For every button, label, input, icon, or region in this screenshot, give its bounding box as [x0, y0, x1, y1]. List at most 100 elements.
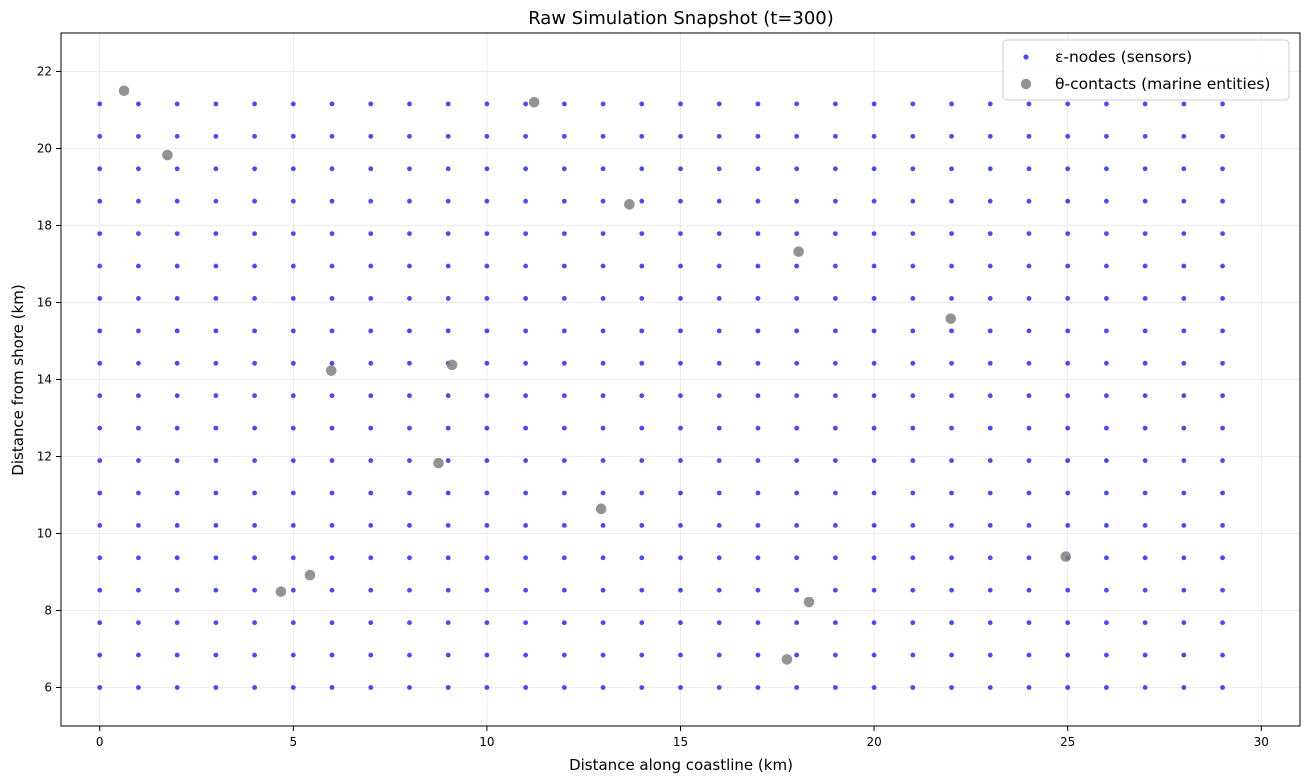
sensor-node-point — [987, 231, 993, 237]
sensor-node-point — [174, 166, 180, 172]
sensor-node-point — [794, 263, 800, 269]
sensor-node-point — [561, 360, 567, 366]
sensor-node-point — [1181, 198, 1187, 204]
sensor-node-point — [910, 198, 916, 204]
sensor-node-point — [329, 652, 335, 658]
sensor-node-point — [1026, 263, 1032, 269]
sensor-node-point — [329, 166, 335, 172]
sensor-node-point — [445, 263, 451, 269]
sensor-node-point — [949, 133, 954, 139]
x-tick-label: 30 — [1254, 735, 1269, 749]
sensor-node-point — [213, 555, 219, 561]
sensor-node-point — [600, 652, 606, 658]
sensor-node-point — [987, 263, 993, 269]
sensor-node-point — [1142, 231, 1148, 237]
sensor-node-point — [136, 425, 141, 431]
sensor-node-point — [445, 393, 451, 399]
sensor-node-point — [252, 652, 257, 658]
sensor-node-point — [561, 620, 567, 626]
sensor-node-point — [1181, 555, 1187, 561]
sensor-node-point — [368, 685, 374, 690]
x-tick-label: 20 — [866, 735, 881, 749]
sensor-node-point — [213, 328, 219, 334]
sensor-node-point — [600, 296, 606, 301]
sensor-node-point — [174, 296, 180, 301]
sensor-node-point — [329, 231, 335, 237]
sensor-node-point — [484, 198, 490, 204]
sensor-node-point — [678, 490, 683, 496]
sensor-node-point — [755, 652, 761, 658]
contact-point — [803, 596, 815, 608]
sensor-node-point — [949, 458, 954, 463]
sensor-node-point — [1026, 166, 1032, 172]
x-tick-label: 10 — [479, 735, 494, 749]
sensor-node-point — [1181, 328, 1187, 334]
sensor-node-point — [639, 296, 645, 301]
sensor-node-point — [368, 425, 374, 431]
sensor-node-point — [1142, 296, 1148, 301]
sensor-node-point — [910, 555, 916, 561]
sensor-node-point — [716, 652, 722, 658]
sensor-node-point — [949, 425, 954, 431]
sensor-node-point — [639, 490, 645, 496]
sensor-node-point — [174, 133, 180, 139]
sensor-node-point — [252, 296, 257, 301]
sensor-node-point — [136, 555, 141, 561]
sensor-node-point — [639, 522, 645, 528]
sensor-node-point — [368, 360, 374, 366]
sensor-node-point — [755, 231, 761, 237]
sensor-node-point — [600, 685, 606, 690]
sensor-node-point — [794, 231, 800, 237]
sensor-node-point — [329, 296, 335, 301]
sensor-node-point — [136, 198, 141, 204]
sensor-node-point — [794, 166, 800, 172]
sensor-node-point — [523, 296, 529, 301]
sensor-node-point — [639, 652, 645, 658]
sensor-node-point — [290, 587, 296, 593]
sensor-node-point — [1181, 393, 1187, 399]
sensor-node-point — [174, 685, 180, 690]
sensor-node-point — [910, 393, 916, 399]
sensor-node-point — [252, 685, 257, 690]
sensor-node-point — [1104, 296, 1109, 301]
x-axis-title: Distance along coastline (km) — [569, 756, 793, 774]
sensor-node-point — [716, 198, 722, 204]
sensor-node-point — [832, 425, 838, 431]
sensor-node-point — [174, 198, 180, 204]
sensor-node-point — [368, 296, 374, 301]
sensor-node-point — [407, 458, 412, 463]
sensor-node-point — [1065, 458, 1071, 463]
sensor-node-point — [523, 101, 529, 107]
sensor-node-point — [1142, 425, 1148, 431]
sensor-node-point — [794, 587, 800, 593]
sensor-node-point — [832, 620, 838, 626]
sensor-node-point — [136, 490, 141, 496]
sensor-node-point — [1065, 101, 1071, 107]
sensor-node-point — [484, 166, 490, 172]
sensor-node-point — [445, 587, 451, 593]
sensor-node-point — [871, 263, 877, 269]
sensor-node-point — [368, 166, 374, 172]
sensor-node-point — [1142, 101, 1148, 107]
sensor-node-point — [1142, 522, 1148, 528]
sensor-node-point — [1181, 685, 1187, 690]
contact-point — [945, 313, 957, 324]
sensor-node-point — [1104, 231, 1109, 237]
sensor-node-point — [832, 198, 838, 204]
sensor-node-point — [97, 587, 103, 593]
sensor-node-point — [639, 555, 645, 561]
sensor-node-point — [871, 166, 877, 172]
sensor-node-point — [987, 685, 993, 690]
sensor-node-point — [484, 652, 490, 658]
sensor-node-point — [639, 263, 645, 269]
sensor-node-point — [407, 328, 412, 334]
sensor-node-point — [871, 101, 877, 107]
sensor-node-point — [97, 231, 103, 237]
sensor-node-point — [716, 555, 722, 561]
sensor-node-point — [407, 555, 412, 561]
sensor-node-point — [97, 490, 103, 496]
sensor-node-point — [445, 620, 451, 626]
sensor-node-point — [678, 458, 683, 463]
sensor-node-point — [1181, 458, 1187, 463]
